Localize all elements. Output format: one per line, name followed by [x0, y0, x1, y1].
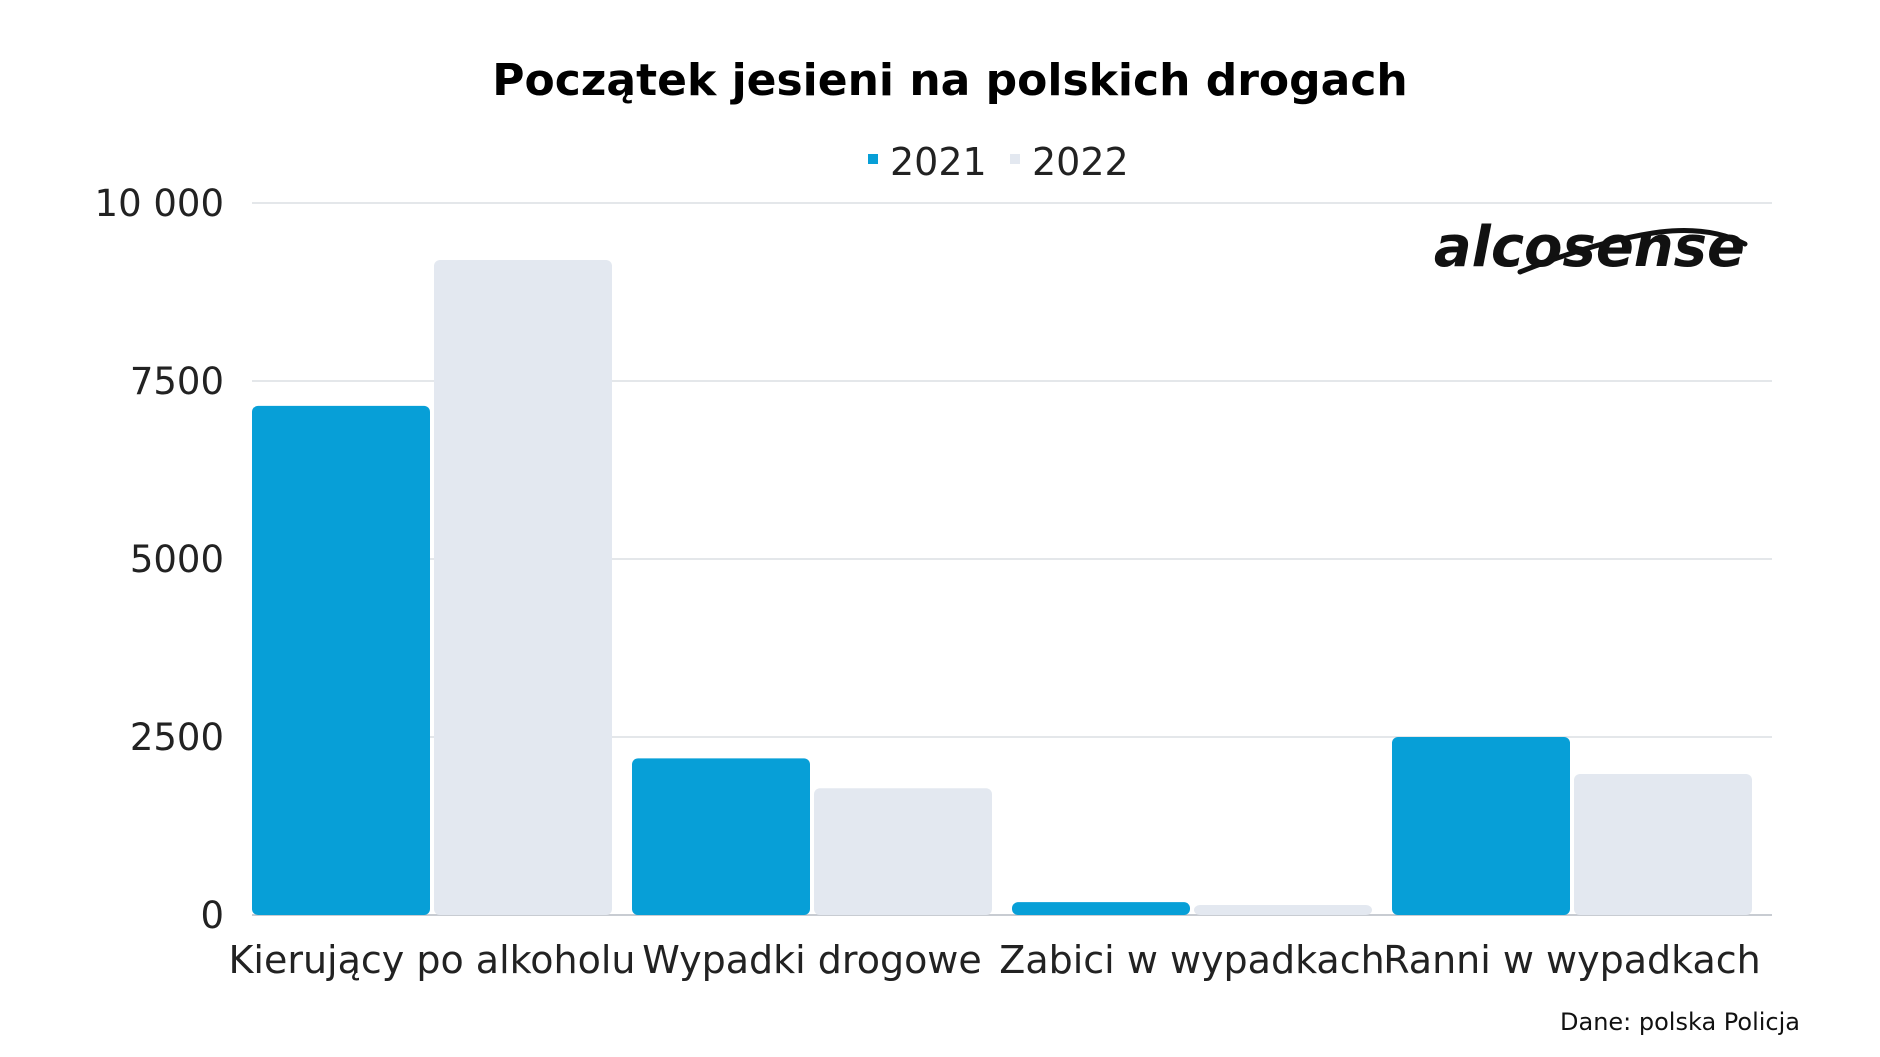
legend-label-2022: 2022 — [1032, 140, 1129, 184]
x-axis-labels: Kierujący po alkoholu Wypadki drogowe Zabi… — [228, 938, 1760, 982]
y-tick-label: 10 000 — [95, 182, 224, 225]
x-category-label: Zabici w wypadkach — [999, 938, 1384, 982]
y-tick-label: 0 — [200, 894, 224, 937]
bar-2021-2 — [1012, 902, 1190, 915]
y-tick-label: 2500 — [130, 716, 224, 759]
y-tick-label: 5000 — [130, 538, 224, 581]
alcosense-logo: alcosense — [1434, 215, 1748, 280]
y-tick-label: 7500 — [130, 360, 224, 403]
bar-2021-3 — [1392, 737, 1570, 915]
bars — [252, 259, 1752, 916]
bar-2022-1 — [814, 788, 992, 915]
chart-title: Początek jesieni na polskich drogach — [492, 55, 1408, 106]
bar-2021-0 — [252, 405, 430, 915]
logo-swoosh-icon — [1517, 228, 1748, 275]
bar-2022-0 — [434, 259, 612, 916]
bar-2021-1 — [632, 758, 810, 915]
bar-2022-3 — [1574, 774, 1752, 915]
legend-swatch-2021 — [868, 154, 878, 164]
legend-label-2021: 2021 — [890, 140, 987, 184]
x-category-label: Ranni w wypadkach — [1383, 938, 1761, 982]
x-category-label: Kierujący po alkoholu — [228, 938, 635, 982]
source-note: Dane: polska Policja — [1560, 1008, 1800, 1036]
bar-2022-2 — [1194, 905, 1372, 915]
legend: 2021 2022 — [868, 140, 1129, 184]
legend-swatch-2022 — [1010, 154, 1020, 164]
y-axis-ticks: 0 2500 5000 7500 10 000 — [95, 182, 224, 937]
x-category-label: Wypadki drogowe — [642, 938, 982, 982]
